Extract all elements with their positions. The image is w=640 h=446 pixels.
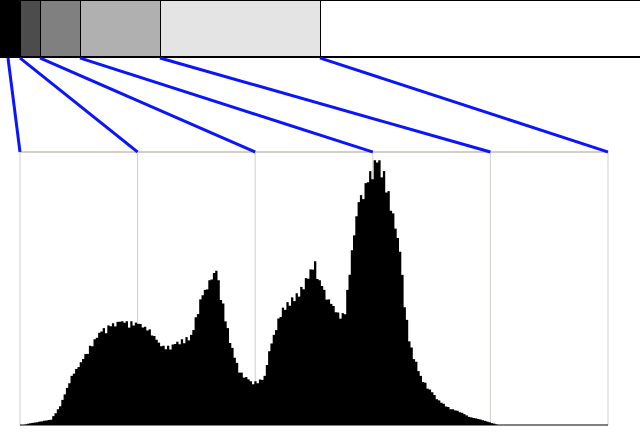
grayscale-band [320,0,640,58]
connector-line [6,57,22,153]
grayscale-band [80,0,161,58]
histogram [20,160,608,426]
connector-line [39,56,256,154]
grayscale-band [0,0,21,58]
connector-line [19,56,139,154]
grayscale-band [40,0,81,58]
connector-line [79,56,374,154]
grayscale-bands [0,0,640,58]
connector-lines [6,56,609,154]
connector-line [159,56,491,154]
histogram-area [20,160,608,425]
connector-line [319,56,609,154]
grayscale-band [160,0,321,58]
grayscale-band [20,0,41,58]
